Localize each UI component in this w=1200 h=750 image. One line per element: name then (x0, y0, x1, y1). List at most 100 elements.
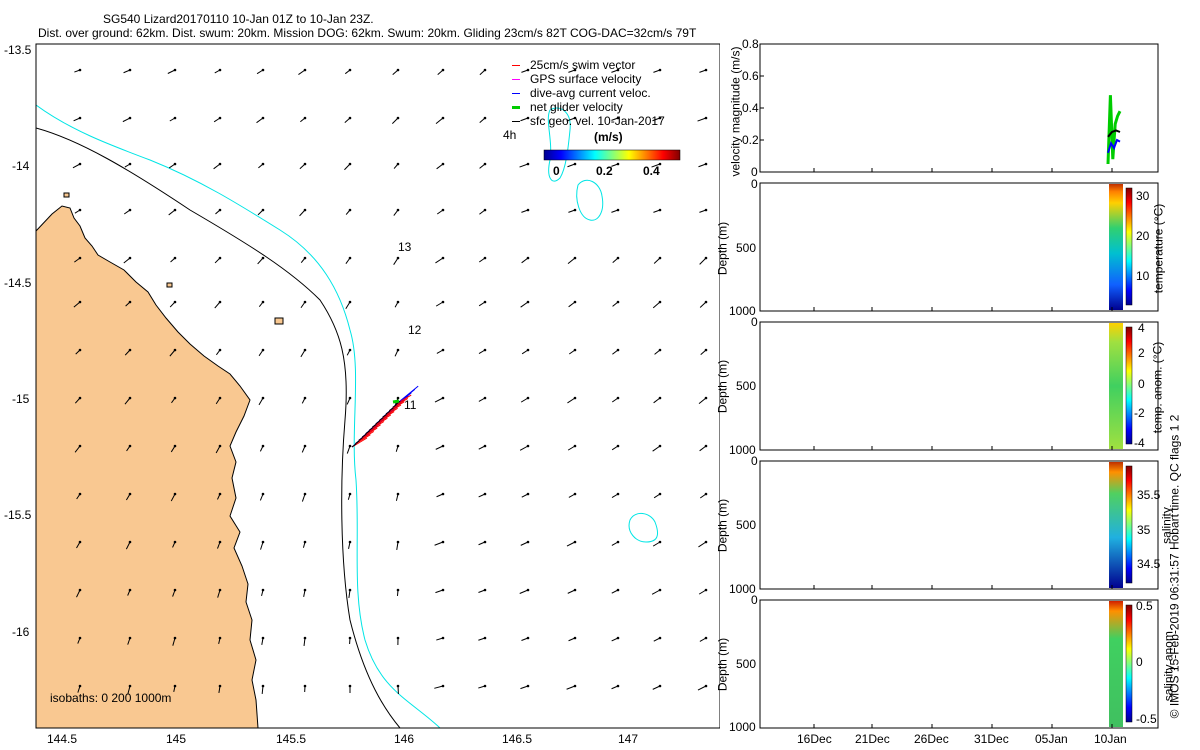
current-vector-head (441, 588, 445, 592)
current-vector-head (173, 492, 177, 496)
track-segment (389, 407, 394, 412)
current-vector-head (483, 492, 487, 496)
depth-ytick: 0 (751, 593, 758, 607)
current-vector-head (441, 300, 445, 304)
depth-ytick: 1000 (729, 443, 756, 457)
current-vector (651, 163, 661, 168)
current-vector-head (526, 208, 530, 212)
current-vector-head (173, 444, 177, 448)
current-vector-head (173, 396, 177, 400)
depth-ytick: 0 (751, 315, 758, 329)
current-vector-head (616, 588, 620, 592)
current-vector-head (396, 256, 400, 260)
current-vector (652, 117, 661, 122)
current-vector (520, 685, 529, 690)
current-vector-head (128, 300, 132, 304)
current-vector-head (303, 636, 307, 640)
map-xtick: 144.5 (47, 732, 78, 746)
current-vector (651, 589, 661, 595)
legend-label: 25cm/s swim vector (530, 58, 636, 72)
current-vector-head (483, 588, 487, 592)
legend-swatch (512, 79, 520, 80)
current-vector (258, 397, 264, 406)
time-xtick: 16Dec (797, 732, 832, 746)
current-vector (172, 637, 176, 646)
current-vector-head (261, 540, 265, 544)
depth-ylabel: Depth (m) (715, 359, 730, 414)
current-vector-head (616, 208, 620, 212)
current-vector (520, 301, 529, 308)
land-area (36, 205, 259, 728)
track-label: 11 (404, 398, 417, 412)
current-vector-head (78, 684, 82, 688)
current-vector-head (704, 684, 708, 688)
current-vector-head (396, 208, 400, 212)
velocity-yticks (760, 43, 764, 173)
current-vector (566, 117, 576, 122)
time-axis-ticks (813, 168, 1113, 728)
current-vector-head (526, 256, 530, 260)
current-vector-head (704, 396, 708, 400)
isobath-1000m (36, 127, 401, 728)
current-vector-head (128, 588, 132, 592)
current-vector-head (616, 256, 620, 260)
eddy-contour (628, 513, 659, 543)
current-vector-head (303, 68, 307, 72)
current-vector-head (658, 684, 662, 688)
colorbar-tick: 20 (1136, 229, 1150, 243)
colorbar-tick: 35 (1137, 523, 1151, 537)
current-vector (434, 685, 444, 689)
velocity-ytick: 0.2 (742, 133, 759, 147)
current-vector-head (348, 68, 352, 72)
current-vector-head (573, 256, 577, 260)
current-vector-head (526, 540, 530, 544)
current-vector (122, 117, 131, 123)
current-vector-head (261, 396, 265, 400)
current-vector-head (526, 162, 530, 166)
temp-anomaly-profile-section (1109, 323, 1123, 449)
current-vector (520, 541, 529, 546)
current-vector (520, 117, 529, 122)
salinity-profile-section (1109, 462, 1123, 588)
velocity-ylabel: velocity magnitude (m/s) (728, 46, 743, 177)
current-vector-head (261, 636, 265, 640)
temp-anomaly-colorbar (1125, 326, 1133, 445)
current-vector (396, 541, 399, 550)
velocity-series-line (1107, 138, 1121, 154)
current-vector (519, 163, 529, 168)
depth-ytick: 500 (736, 379, 757, 393)
speed-colorbar (543, 149, 681, 161)
current-vector-head (483, 162, 487, 166)
current-vector (124, 397, 131, 405)
current-vector-head (573, 348, 577, 352)
colorbar-tick: -4 (1134, 436, 1145, 450)
current-vector-head (261, 116, 265, 120)
current-vector-head (658, 492, 662, 496)
current-vector-head (704, 444, 708, 448)
current-vector-head (616, 444, 620, 448)
current-vector (653, 397, 661, 404)
surface-current-vectors (72, 68, 708, 695)
current-vector-head (526, 68, 530, 72)
current-vector-head (218, 636, 222, 640)
current-vector-head (128, 208, 132, 212)
current-vector-head (128, 162, 132, 166)
colorbar-tick: -2 (1134, 406, 1145, 420)
track-segment (375, 420, 381, 425)
current-vector-head (396, 348, 400, 352)
current-vector-head (78, 116, 82, 120)
current-vector-head (573, 684, 577, 688)
current-vector-head (616, 68, 620, 72)
current-vector-head (173, 162, 177, 166)
current-vector-head (218, 492, 222, 496)
current-vector-head (441, 540, 445, 544)
current-vector-head (261, 208, 265, 212)
current-vector (567, 589, 576, 594)
current-vector-head (483, 116, 487, 120)
current-vector-head (396, 588, 400, 592)
current-vector (170, 493, 176, 502)
current-vector-head (78, 492, 82, 496)
current-vector-head (348, 444, 352, 448)
track-segment (372, 423, 377, 428)
current-vector-head (348, 396, 352, 400)
